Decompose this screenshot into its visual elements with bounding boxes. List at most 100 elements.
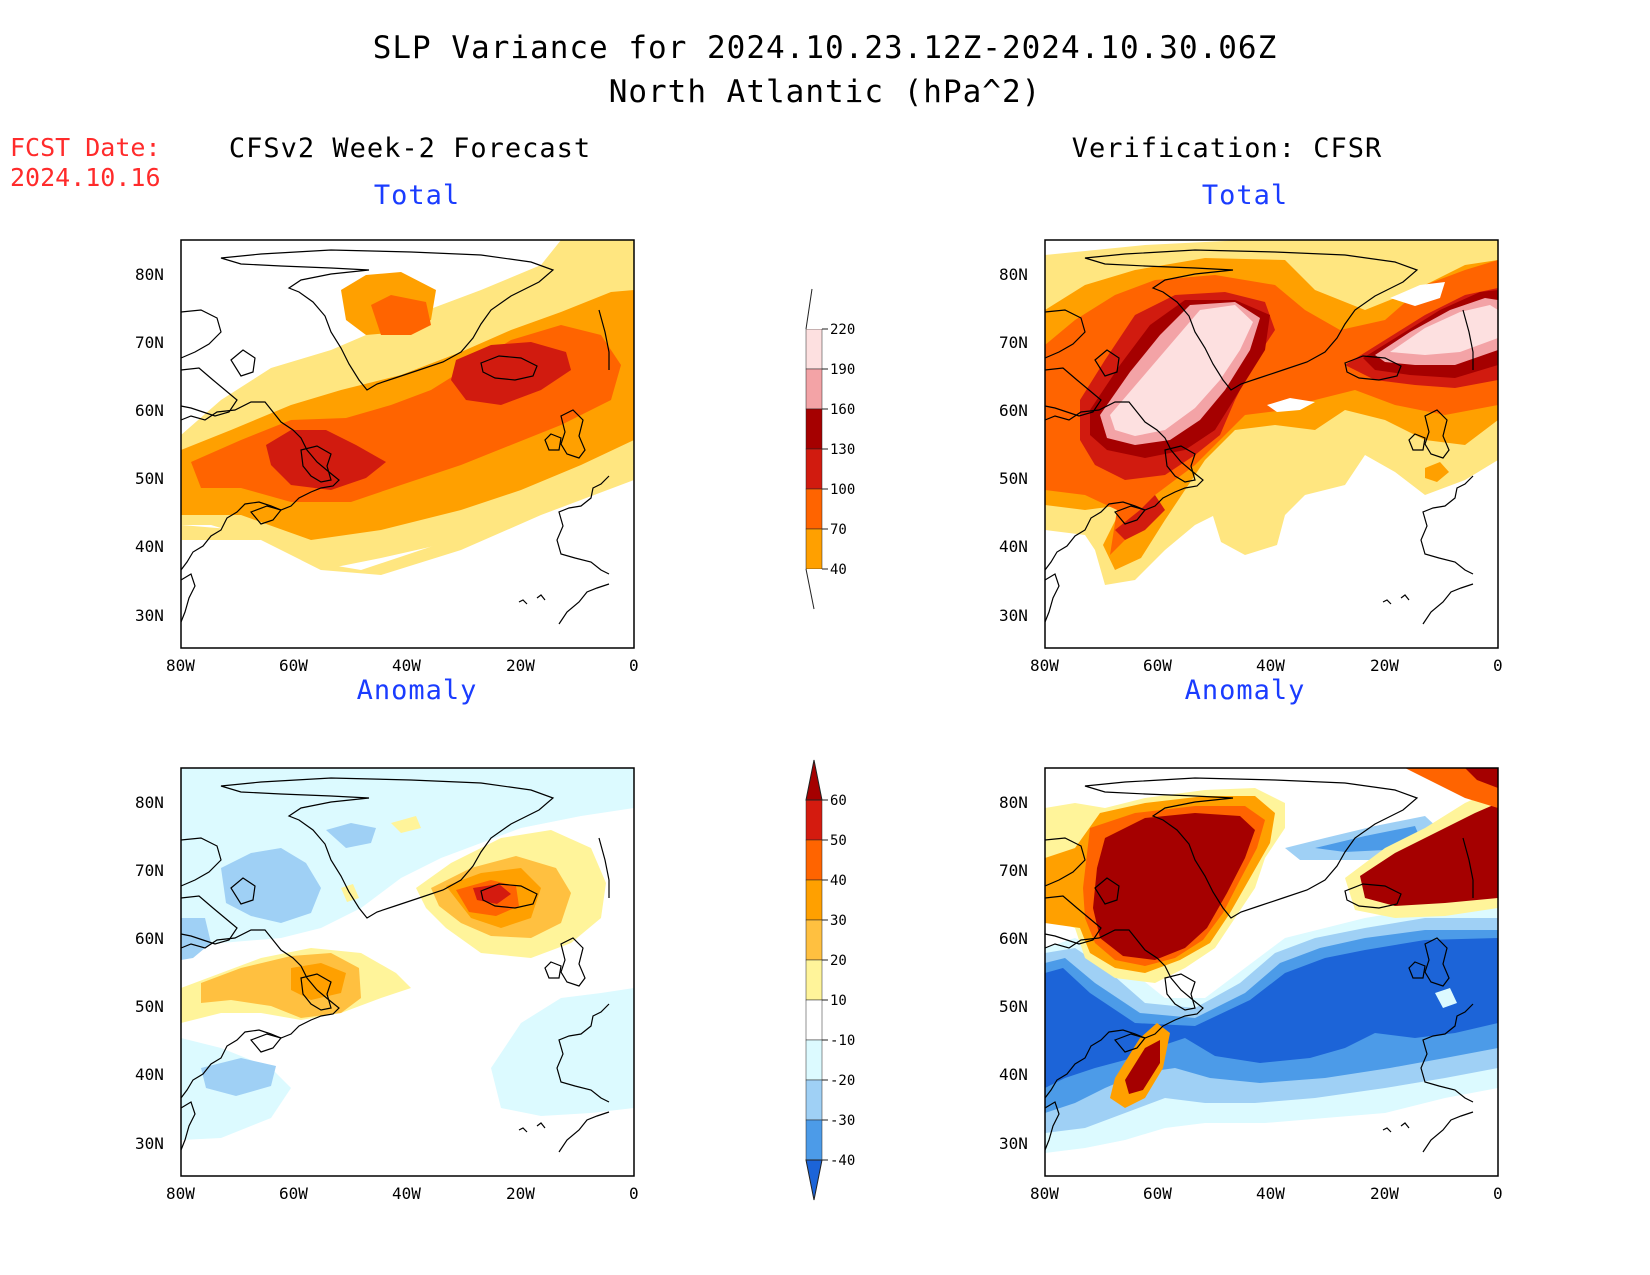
lat-tick-label: 60N — [135, 401, 164, 420]
lat-tick-label: 80N — [135, 793, 164, 812]
contour-anom-neg3-a — [181, 924, 199, 950]
contour-total-160 — [1090, 300, 1270, 458]
contour-total-100 — [1045, 260, 1498, 555]
contour-anom-pos2-a — [201, 953, 361, 1018]
lat-tick-label: 80N — [999, 265, 1028, 284]
contour-total-220 — [1110, 305, 1253, 436]
lon-tick-label: 20W — [506, 656, 535, 675]
lon-tick-label: 0 — [629, 656, 639, 675]
figure-subtitle: North Atlantic (hPa^2) — [608, 74, 1042, 110]
contour-total-160-east — [1363, 290, 1498, 378]
contour-total-220-east — [1390, 305, 1498, 355]
colorbar-box — [805, 368, 823, 410]
contour-total-40-ireland — [1425, 462, 1449, 482]
contour-anom-neg2-b — [326, 823, 376, 848]
lon-tick-label: 60W — [279, 1184, 308, 1203]
contour-anom-neg4 — [1045, 938, 1498, 1088]
colorbar-level-label: 20 — [830, 953, 847, 969]
lon-tick-label: 20W — [1370, 656, 1399, 675]
contour-anom-pos4-b — [456, 880, 519, 916]
colorbar-level-label: -30 — [830, 1113, 855, 1129]
lat-tick-label: 40N — [999, 537, 1028, 556]
lat-tick-label: 70N — [999, 333, 1028, 352]
lat-tick-label: 50N — [999, 469, 1028, 488]
lon-tick-label: 40W — [392, 656, 421, 675]
panel-title-verification-total: Total — [1201, 180, 1289, 211]
contour-anom-pos-south-6 — [1125, 1040, 1160, 1094]
lon-tick-label: 80W — [166, 1184, 195, 1203]
lat-tick-label: 40N — [999, 1065, 1028, 1084]
contour-total-100-north — [371, 295, 431, 335]
colorbar-box — [805, 839, 823, 881]
lon-tick-label: 0 — [1493, 1184, 1503, 1203]
contour-anom-pos-east-6 — [1360, 803, 1498, 906]
contour-anom-neg3-north — [1315, 826, 1420, 852]
lon-tick-label: 20W — [1370, 1184, 1399, 1203]
lat-tick-label: 70N — [135, 861, 164, 880]
contour-anom-pos5-b — [473, 884, 511, 904]
contour-anom-pos2-b — [431, 856, 571, 938]
colorbar-box — [805, 1079, 823, 1121]
colorbar-box — [805, 328, 823, 370]
contour-anom-neg1 — [181, 768, 634, 948]
panel-title-forecast-total: Total — [373, 180, 461, 211]
contour-anom-pos-north-1 — [1045, 788, 1285, 983]
lat-tick-label: 40N — [135, 537, 164, 556]
contour-total-100 — [191, 325, 621, 502]
contour-anom-pos1-c — [391, 816, 421, 833]
colorbar-box — [805, 488, 823, 530]
contour-total-130 — [1080, 292, 1275, 480]
colorbar-anomaly: 60 50 40 30 20 10 -10 -20 -30 -40 — [805, 759, 855, 1201]
contour-total-40 — [1045, 240, 1498, 585]
colorbar-level-label: 70 — [830, 522, 847, 538]
lon-tick-label: 40W — [392, 1184, 421, 1203]
forecast-date-label: FCST Date: — [10, 133, 161, 162]
lat-tick-label: 50N — [999, 997, 1028, 1016]
colorbar-level-label: -40 — [830, 1153, 855, 1169]
colorbar-arrow-top — [805, 759, 823, 801]
lat-tick-label: 50N — [135, 469, 164, 488]
min-white-mid — [1267, 398, 1315, 412]
colorbar-box — [805, 799, 823, 841]
colorbar-box — [805, 879, 823, 921]
colorbar-box — [805, 959, 823, 1001]
lat-tick-label: 80N — [999, 793, 1028, 812]
contour-anom-pos3-b — [446, 868, 541, 928]
colorbar-arrow-bottom — [806, 569, 822, 609]
column-title-forecast: CFSv2 Week-2 Forecast — [228, 133, 592, 164]
contour-anom-pos-ne — [1405, 768, 1498, 808]
colorbar-level-label: 30 — [830, 913, 847, 929]
contour-anom-pos3-a — [291, 963, 346, 1000]
lat-tick-label: 60N — [135, 929, 164, 948]
contour-anom-pos1-a — [181, 948, 411, 1023]
contour-total-130-a — [266, 430, 386, 490]
contour-anom-neg1 — [1045, 908, 1498, 1153]
contour-total-40 — [181, 240, 634, 570]
contour-anom-neg2-a — [221, 848, 321, 923]
colorbar-box — [805, 999, 823, 1041]
panel-title-verification-anomaly: Anomaly — [1184, 675, 1306, 706]
colorbar-level-label: 220 — [830, 322, 855, 338]
colorbar-level-label: 40 — [830, 873, 847, 889]
lat-tick-label: 30N — [999, 606, 1028, 625]
contour-anom-pos-north-2 — [1045, 796, 1275, 973]
contour-anom-neg2 — [1045, 918, 1498, 1133]
contour-anom-neg2-north — [1285, 816, 1440, 860]
lat-tick-label: 60N — [999, 929, 1028, 948]
lon-tick-label: 0 — [629, 1184, 639, 1203]
contour-anom-pos1-d — [341, 884, 359, 902]
contour-total-190 — [1100, 302, 1260, 445]
colorbar-level-label: 50 — [830, 833, 847, 849]
lat-tick-label: 50N — [135, 997, 164, 1016]
contour-total-130-east — [1345, 288, 1498, 388]
colorbar-level-label: 130 — [830, 442, 855, 458]
contour-anom-pos-north-3 — [1083, 806, 1265, 966]
lon-tick-label: 80W — [1030, 1184, 1059, 1203]
lon-tick-label: 20W — [506, 1184, 535, 1203]
contour-anom-pos1-b — [416, 830, 606, 958]
lon-tick-label: 80W — [1030, 656, 1059, 675]
colorbar-level-label: -20 — [830, 1073, 855, 1089]
contour-anom-pos-south-1 — [1110, 1023, 1170, 1108]
colorbar-box — [805, 528, 823, 570]
lat-tick-label: 70N — [135, 333, 164, 352]
